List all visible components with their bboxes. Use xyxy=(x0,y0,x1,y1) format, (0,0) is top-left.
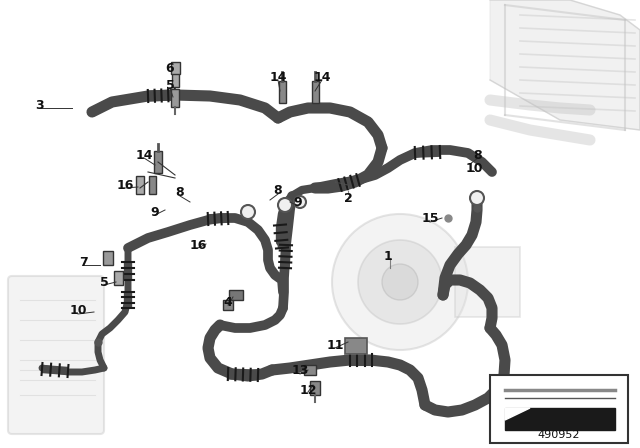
Text: 16: 16 xyxy=(189,238,207,251)
Bar xyxy=(223,300,233,310)
Bar xyxy=(312,81,319,103)
Bar xyxy=(455,247,520,317)
Bar xyxy=(154,151,162,173)
Text: 7: 7 xyxy=(79,255,88,268)
Bar xyxy=(170,62,179,74)
Circle shape xyxy=(278,198,292,212)
Bar xyxy=(310,381,320,395)
Text: 14: 14 xyxy=(135,148,153,161)
Bar xyxy=(136,176,144,194)
Bar xyxy=(278,81,285,103)
Text: 8: 8 xyxy=(474,148,483,161)
Text: 1: 1 xyxy=(383,250,392,263)
Text: 11: 11 xyxy=(326,339,344,352)
Text: 10: 10 xyxy=(69,303,87,316)
Text: 14: 14 xyxy=(313,70,331,83)
Circle shape xyxy=(332,214,468,350)
Polygon shape xyxy=(505,408,615,430)
Text: 9: 9 xyxy=(150,206,159,219)
FancyBboxPatch shape xyxy=(8,276,104,434)
Circle shape xyxy=(358,240,442,324)
Bar xyxy=(103,251,113,265)
Text: 6: 6 xyxy=(166,61,174,74)
Polygon shape xyxy=(490,0,640,130)
Bar xyxy=(345,338,367,354)
Text: 10: 10 xyxy=(465,161,483,175)
Text: 5: 5 xyxy=(166,78,174,91)
Bar xyxy=(304,365,316,375)
Text: 15: 15 xyxy=(421,211,439,224)
Circle shape xyxy=(470,191,484,205)
Text: 4: 4 xyxy=(223,296,232,309)
Bar xyxy=(490,375,628,443)
Bar xyxy=(171,89,179,107)
Text: 14: 14 xyxy=(269,70,287,83)
Text: 2: 2 xyxy=(344,191,353,204)
Text: 16: 16 xyxy=(116,178,134,191)
Text: 3: 3 xyxy=(36,99,44,112)
Text: 490952: 490952 xyxy=(538,430,580,440)
Text: 13: 13 xyxy=(291,363,308,376)
Text: 8: 8 xyxy=(176,185,184,198)
Circle shape xyxy=(241,205,255,219)
Circle shape xyxy=(382,264,418,300)
Polygon shape xyxy=(505,408,530,420)
Bar xyxy=(148,176,156,194)
Bar xyxy=(229,290,243,300)
Text: 5: 5 xyxy=(100,276,108,289)
Bar xyxy=(113,271,122,285)
Text: 12: 12 xyxy=(300,383,317,396)
Bar xyxy=(172,73,179,87)
Text: 9: 9 xyxy=(294,195,302,208)
Circle shape xyxy=(294,196,306,208)
Text: 8: 8 xyxy=(274,184,282,197)
